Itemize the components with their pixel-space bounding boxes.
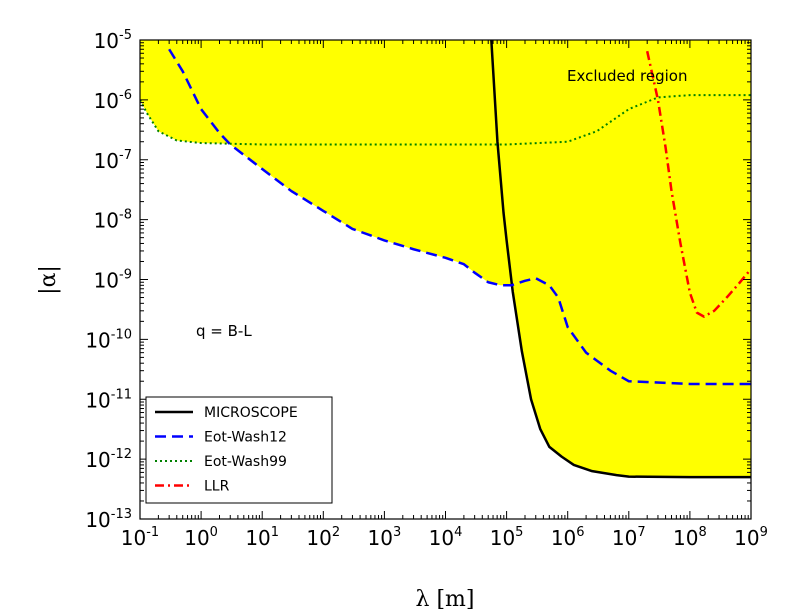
y-tick-label: 10-9 [94,268,132,293]
y-tick-label: 10-5 [94,28,132,53]
legend-label-microscope: MICROSCOPE [204,405,298,421]
legend-label-llr: LLR [204,479,230,495]
plot-area [139,39,752,520]
x-tick-label: 105 [490,525,524,550]
series-line-eot-wash99 [140,94,751,146]
x-tick-label: 104 [429,525,463,550]
annotation-charge: q = B-L [196,322,252,340]
series-line-eot-wash12 [168,48,751,386]
x-axis-label: λ [m] [416,587,475,612]
series-line-llr [645,50,751,318]
x-tick-label: 107 [612,525,646,550]
y-tick-label: 10-12 [85,447,132,472]
annotation-excluded-region: Excluded region [567,67,688,85]
series-line-microscope [490,40,751,479]
x-tick-label: 102 [306,525,340,550]
x-tick-label: 10-1 [121,525,159,550]
legend-label-eot-wash99: Eot-Wash99 [204,454,287,470]
y-tick-label: 10-7 [94,148,132,173]
legend-label-eot-wash12: Eot-Wash12 [204,430,287,446]
y-tick-label: 10-6 [94,88,132,113]
legend: MICROSCOPE Eot-Wash12 Eot-Wash99 LLR [145,396,333,504]
y-tick-label: 10-10 [85,327,132,352]
x-tick-label: 108 [673,525,707,550]
y-axis-label: |α| [36,265,61,295]
y-tick-label: 10-13 [85,507,132,532]
x-tick-label: 103 [368,525,402,550]
y-axis: 10-13 10-12 10-11 10-10 10-9 10-8 10-7 10-6 10-5 [85,28,751,532]
x-tick-label: 109 [734,525,768,550]
x-axis: 10-1 100 101 102 103 104 105 106 107 108 109 [121,40,768,550]
x-tick-label: 101 [245,525,279,550]
x-tick-label: 106 [551,525,585,550]
y-tick-label: 10-11 [85,387,132,412]
x-tick-label: 100 [184,525,218,550]
excluded-region-fill [140,40,751,478]
y-tick-label: 10-8 [94,208,132,233]
